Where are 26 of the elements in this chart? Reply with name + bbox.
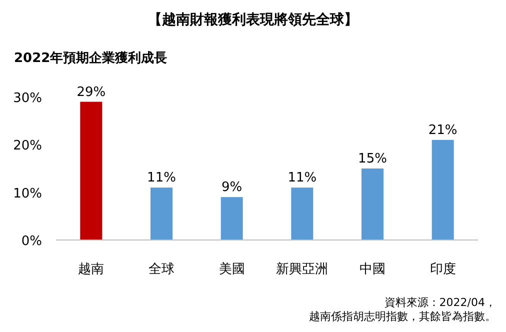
x-tick-label: 印度	[430, 261, 456, 277]
bar	[432, 140, 454, 240]
x-tick-label: 中國	[360, 262, 386, 277]
y-tick-label: 0%	[21, 234, 42, 249]
text: 越南係指胡志明指數，其餘皆為指數。	[309, 310, 496, 323]
y-tick-label: 10%	[13, 186, 42, 202]
bar	[291, 188, 314, 240]
x-tick-label: 越南	[78, 262, 104, 277]
y-axis-title: 2022年預期企業獲利成長	[14, 50, 168, 66]
data-label: 9%	[222, 180, 242, 196]
bar	[80, 102, 102, 240]
data-label: 11%	[147, 170, 176, 186]
bar	[150, 188, 172, 240]
x-tick-label: 全球	[148, 262, 174, 277]
bar	[362, 168, 384, 240]
bar	[220, 197, 243, 240]
chart-title: 【越南財報獲利表現將領先全球】	[148, 12, 358, 28]
data-label: 21%	[428, 122, 458, 138]
x-tick-label: 新興亞洲	[276, 262, 328, 277]
x-tick-label: 美國	[218, 261, 245, 277]
y-tick-label: 20%	[13, 138, 42, 154]
data-label: 15%	[358, 152, 387, 166]
y-tick-label: 30%	[13, 91, 42, 106]
source-note: 資料來源：2022/04，	[384, 296, 496, 309]
data-label: 29%	[76, 84, 106, 100]
data-label: 11%	[288, 170, 317, 186]
